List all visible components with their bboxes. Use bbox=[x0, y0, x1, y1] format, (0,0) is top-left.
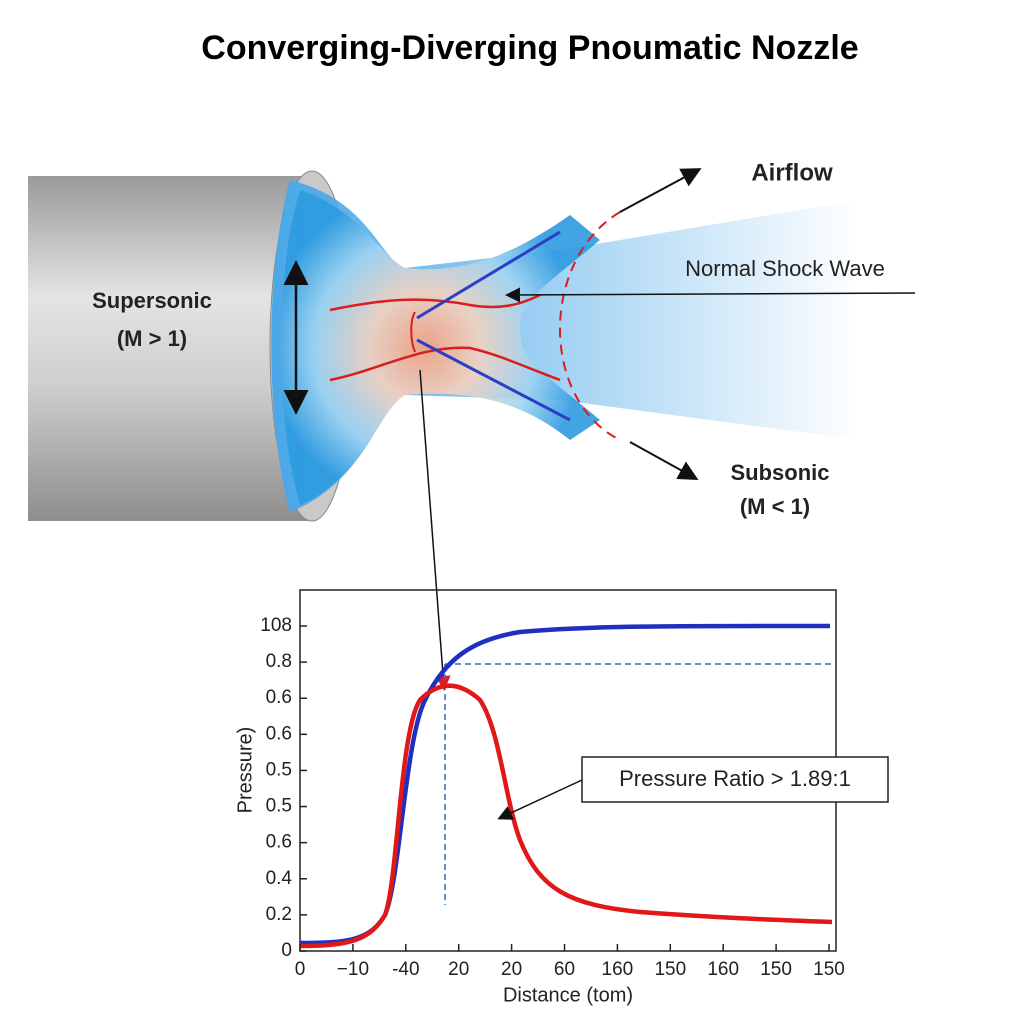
blue-line bbox=[416, 338, 571, 422]
airflow-arrow bbox=[619, 168, 702, 213]
label-supersonic: Supersonic bbox=[92, 288, 212, 313]
plot: Pressure Ratio > 1.89:1 Pressure) Distan… bbox=[234, 589, 889, 1006]
x-tick-label: 160 bbox=[602, 959, 634, 980]
y-axis-label: Pressure) bbox=[234, 727, 256, 814]
title: Converging-Diverging Pnoumatic Nozzle bbox=[201, 29, 858, 67]
annotation-arrow bbox=[497, 779, 583, 820]
nozzle bbox=[28, 170, 860, 522]
x-tick-label: 20 bbox=[448, 959, 469, 980]
subsonic-arrow bbox=[629, 441, 699, 480]
label-subsonic-mach: (M < 1) bbox=[740, 494, 810, 519]
y-tick-label: 0.8 bbox=[266, 651, 292, 672]
y-tick-label: 0.2 bbox=[266, 904, 292, 925]
x-tick-label: 150 bbox=[813, 959, 845, 980]
x-tick-label: −10 bbox=[337, 959, 369, 980]
x-tick-label: 150 bbox=[654, 959, 686, 980]
label-shock: Normal Shock Wave bbox=[685, 256, 885, 281]
shock-arc bbox=[559, 211, 621, 441]
annotation: Pressure Ratio > 1.89:1 bbox=[619, 766, 851, 791]
red-contour bbox=[329, 346, 561, 382]
shock-line bbox=[410, 311, 416, 353]
label-subsonic: Subsonic bbox=[730, 460, 829, 485]
annotation-box bbox=[581, 756, 889, 803]
y-tick-label: 0.4 bbox=[266, 868, 293, 889]
x-tick-label: 60 bbox=[554, 959, 575, 980]
plot-pointer bbox=[419, 369, 451, 691]
x-axis-label: Distance (tom) bbox=[503, 984, 633, 1006]
y-tick-label: 0.6 bbox=[266, 832, 292, 853]
y-tick-label: 0.5 bbox=[266, 796, 292, 817]
x-tick-label: 0 bbox=[295, 959, 306, 980]
y-tick-label: 0.5 bbox=[266, 759, 292, 780]
label-airflow: Airflow bbox=[751, 159, 833, 186]
x-tick-label: 160 bbox=[707, 959, 739, 980]
cylinder bbox=[28, 176, 313, 521]
shock-pointer bbox=[505, 287, 916, 303]
label-supersonic-mach: (M > 1) bbox=[117, 326, 187, 351]
x-tick-label: -40 bbox=[392, 959, 419, 980]
red-contour bbox=[329, 293, 541, 312]
plume bbox=[271, 180, 860, 512]
x-tick-label: 150 bbox=[760, 959, 792, 980]
blue-line bbox=[416, 230, 561, 320]
y-tick-label: 0 bbox=[281, 940, 292, 961]
flow-core bbox=[281, 190, 600, 505]
y-tick-label: 0.6 bbox=[266, 687, 292, 708]
y-tick-label: 0.6 bbox=[266, 723, 292, 744]
red-curve bbox=[299, 683, 833, 949]
x-tick-label: 20 bbox=[501, 959, 522, 980]
y-tick-label: 108 bbox=[260, 615, 292, 636]
